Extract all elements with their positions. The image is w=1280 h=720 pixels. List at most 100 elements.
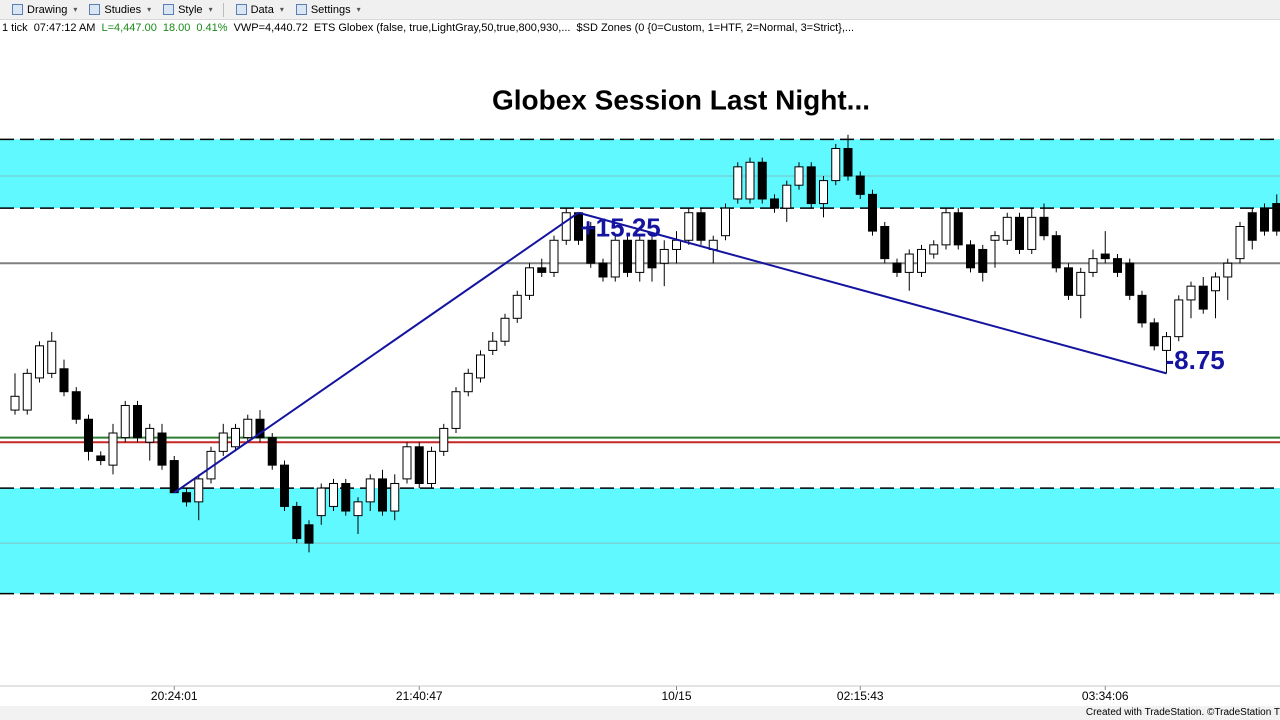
- x-tick-label: 03:34:06: [1082, 689, 1129, 703]
- toolbar-caret: ▾: [73, 5, 78, 14]
- candle-body: [59, 368, 69, 393]
- candle-body: [316, 487, 326, 517]
- candle-body: [1125, 262, 1135, 296]
- x-tick-label: 21:40:47: [396, 689, 443, 703]
- x-tick-label: 10/15: [661, 689, 691, 703]
- candle-body: [451, 391, 461, 429]
- annotation: +15.25: [581, 213, 661, 243]
- candle-body: [525, 267, 534, 296]
- candle-body: [721, 207, 730, 237]
- plot: +15.25 -8.75: [0, 134, 1280, 595]
- toolbar-button[interactable]: Drawing ▾: [12, 4, 77, 16]
- trend-line: [173, 211, 580, 494]
- candle-body: [255, 418, 265, 439]
- candle-body: [71, 391, 81, 420]
- candle-body: [194, 478, 204, 503]
- candle-body: [623, 239, 632, 273]
- toolbar-icon: [89, 4, 101, 15]
- status-line: 1 tick 07:47:12 AM L=4,447.00 18.00 0.41% VWP…: [2, 20, 860, 36]
- candle-body: [1137, 294, 1147, 324]
- candle-body: [549, 239, 559, 273]
- status-item: 0.41%: [196, 22, 228, 34]
- candle-body: [329, 482, 338, 507]
- candle-body: [868, 193, 877, 232]
- status-item: $SD Zones (0 {0=Custom, 1=HTF, 2=Normal,…: [576, 22, 855, 34]
- candle-body: [1149, 322, 1159, 347]
- toolbar-caret: ▾: [208, 5, 213, 14]
- status-item: L=4,447.00: [101, 22, 157, 34]
- candle-body: [610, 239, 620, 278]
- candle-body: [1260, 207, 1269, 232]
- time-axis-band: [0, 686, 1280, 706]
- toolbar-button[interactable]: Data ▾: [235, 3, 284, 16]
- candle-body: [1113, 258, 1122, 273]
- candle-body: [47, 340, 57, 374]
- trend-line: [578, 211, 1167, 375]
- candle-body: [843, 147, 853, 177]
- candle-body: [1039, 216, 1049, 237]
- candle-body: [659, 248, 669, 264]
- candle-body: [1186, 285, 1196, 301]
- candle-body: [770, 198, 779, 209]
- candle-body: [476, 354, 485, 379]
- candle-body: [157, 432, 167, 466]
- candle-body: [892, 262, 902, 273]
- toolbar-button[interactable]: Settings ▾: [295, 4, 361, 16]
- candle-body: [22, 372, 32, 411]
- candle-body: [684, 212, 694, 241]
- candle-body: [1223, 262, 1233, 278]
- candle-body: [966, 244, 975, 269]
- candle-body: [1272, 203, 1280, 232]
- zone: [0, 139, 1280, 209]
- candle-body: [1211, 276, 1220, 292]
- toolbar-label: Drawing: [27, 3, 68, 16]
- candle-body: [108, 432, 118, 466]
- candle-body: [647, 239, 657, 269]
- candle-body: [10, 395, 20, 411]
- candle-body: [1002, 216, 1012, 241]
- toolbar: Drawing ▾ Studies ▾ Style ▾ Data ▾ Settings ▾: [0, 0, 1280, 20]
- chart-title: Globex Session Last Night...: [492, 84, 870, 115]
- candle-body: [586, 226, 596, 264]
- toolbar-caret: ▾: [147, 5, 152, 14]
- candle-body: [990, 235, 1000, 241]
- candle-body: [182, 492, 191, 503]
- candle-body: [635, 239, 645, 273]
- candle-body: [488, 340, 498, 351]
- candle-body: [1198, 285, 1208, 310]
- status-item: ETS Globex (false, true,LightGray,50,tru…: [313, 22, 571, 34]
- candle-body: [353, 501, 363, 517]
- candle-body: [402, 446, 412, 480]
- candle-body: [463, 372, 473, 393]
- candle-body: [292, 505, 302, 540]
- candle-body: [243, 418, 253, 439]
- candle-body: [929, 244, 939, 255]
- candle-body: [1174, 299, 1184, 338]
- candle-body: [1027, 216, 1037, 250]
- candle-body: [941, 212, 951, 246]
- candle-body: [280, 464, 289, 507]
- candle-body: [35, 345, 44, 379]
- candle-body: [378, 478, 387, 512]
- candle-body: [880, 226, 890, 260]
- toolbar-button[interactable]: Studies ▾: [89, 4, 151, 16]
- candle-body: [598, 262, 608, 278]
- zone: [0, 488, 1280, 594]
- toolbar-label: Data: [250, 3, 274, 16]
- candle-body: [365, 478, 375, 503]
- x-tick-label: 20:24:01: [151, 689, 198, 703]
- candle-body: [1076, 271, 1086, 296]
- candle-body: [561, 212, 571, 241]
- candle-body: [218, 432, 228, 452]
- status-item: 18.00: [162, 22, 191, 34]
- status-item: 1 tick: [2, 22, 28, 34]
- candle-body: [231, 427, 240, 448]
- toolbar-button[interactable]: Style ▾: [163, 4, 213, 16]
- candle-body: [133, 404, 142, 439]
- candle-body: [169, 460, 179, 494]
- candle-body: [427, 450, 436, 484]
- candle-body: [1015, 216, 1024, 250]
- candle-body: [782, 184, 792, 209]
